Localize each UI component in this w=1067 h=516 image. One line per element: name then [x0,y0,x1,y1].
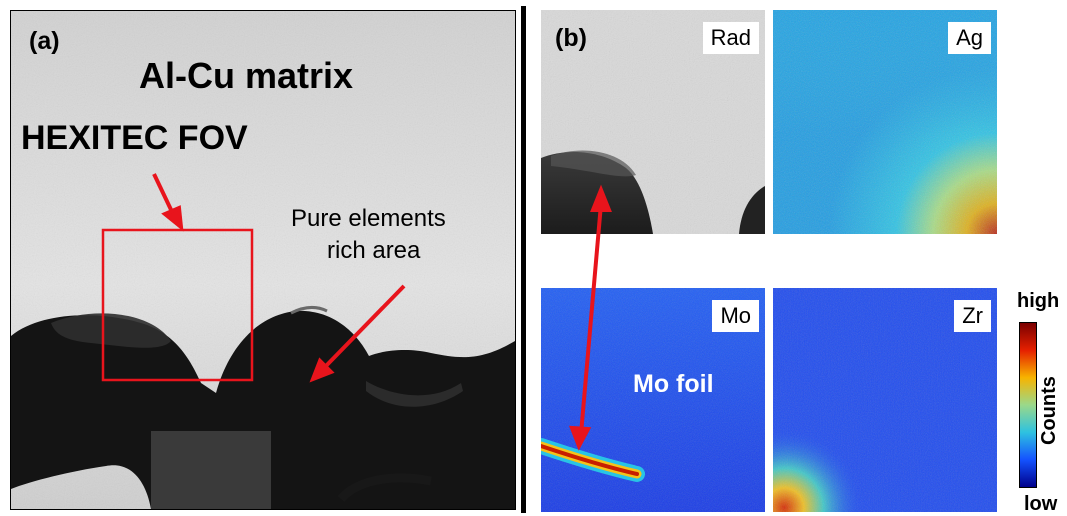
tile-rad-label: Rad [702,22,759,54]
radiograph-image [11,11,515,509]
rich-area-arrow [321,284,406,371]
colorbar [1019,322,1037,488]
panel-divider [521,6,526,513]
colorbar-low-label: low [1024,493,1058,515]
tile-ag-label: Ag [948,22,991,54]
tile-zr: Zr [773,288,997,512]
colorbar-title: Counts [1038,376,1060,445]
matrix-title: Al-Cu matrix [139,55,354,96]
radiograph-panel: (a) Al-Cu matrix HEXITEC FOV Pure elemen… [10,10,516,510]
mo-foil-label: Mo foil [633,370,714,398]
fov-arrow [152,173,176,217]
tile-mo-label: Mo [712,300,759,332]
rich-area-label-1: Pure elements [291,205,446,232]
panel-a-label: (a) [29,27,60,55]
tile-zr-label: Zr [954,300,991,332]
rich-area-label-2: rich area [327,237,421,264]
mo-map [541,288,765,512]
tile-rad: (b) Rad [541,10,765,234]
colorbar-gradient [1020,323,1036,487]
fov-box [101,228,254,382]
fov-label: HEXITEC FOV [21,119,248,157]
panel-b-label: (b) [555,24,587,52]
tile-ag: Ag [773,10,997,234]
tile-mo: Mo [541,288,765,512]
colorbar-high-label: high [1017,290,1060,312]
mo-foil-arrow [569,184,612,451]
